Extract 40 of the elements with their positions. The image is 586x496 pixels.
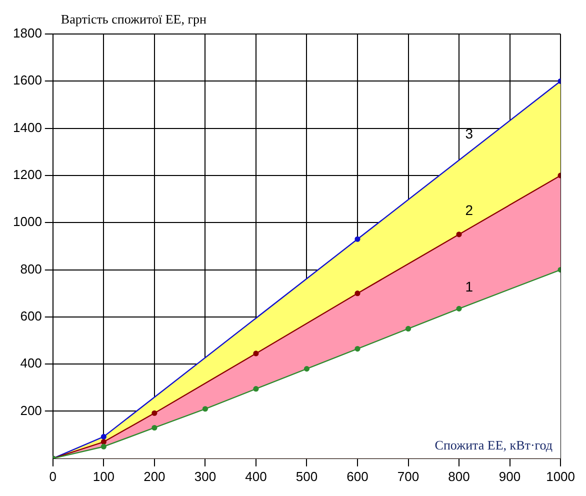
x-axis-title: Спожита ЕЕ, кВт·год <box>434 437 553 452</box>
x-tick-label: 500 <box>296 468 318 484</box>
x-tick-label: 200 <box>144 468 166 484</box>
y-tick-label: 1600 <box>13 72 42 88</box>
point <box>100 444 106 450</box>
point <box>456 306 462 312</box>
annotation: 3 <box>465 126 474 142</box>
point <box>100 439 106 445</box>
x-tick-label: 900 <box>498 468 521 484</box>
x-tick-label: 1000 <box>546 468 575 484</box>
y-tick-label: 1400 <box>13 120 42 135</box>
x-tick-label: 300 <box>194 468 216 484</box>
point <box>152 410 158 416</box>
y-tick-label: 1800 <box>13 26 42 41</box>
y-tick-label: 1000 <box>13 214 42 230</box>
point <box>354 346 360 352</box>
y-tick-label: 800 <box>20 261 42 276</box>
point <box>202 406 208 412</box>
point <box>152 424 158 431</box>
point <box>354 236 360 242</box>
point <box>405 326 412 332</box>
point <box>304 366 310 372</box>
point <box>100 434 106 440</box>
point <box>253 350 259 356</box>
x-tick-label: 100 <box>92 468 115 484</box>
y-tick-label: 600 <box>20 308 42 324</box>
annotation: 2 <box>465 202 474 218</box>
point <box>456 232 462 238</box>
x-tick-label: 400 <box>245 468 267 484</box>
x-tick-label: 600 <box>346 468 368 484</box>
x-tick-label: 700 <box>397 468 420 484</box>
point <box>354 290 360 296</box>
y-axis-title: Вартість спожитої ЕЕ, грн <box>60 11 207 26</box>
x-tick-label: 0 <box>49 468 57 484</box>
y-tick-label: 200 <box>20 402 42 418</box>
point <box>253 386 259 392</box>
x-tick-label: 800 <box>448 468 470 484</box>
y-tick-label: 400 <box>20 356 42 371</box>
annotation: 1 <box>465 278 474 294</box>
y-tick-label: 1200 <box>13 167 42 182</box>
